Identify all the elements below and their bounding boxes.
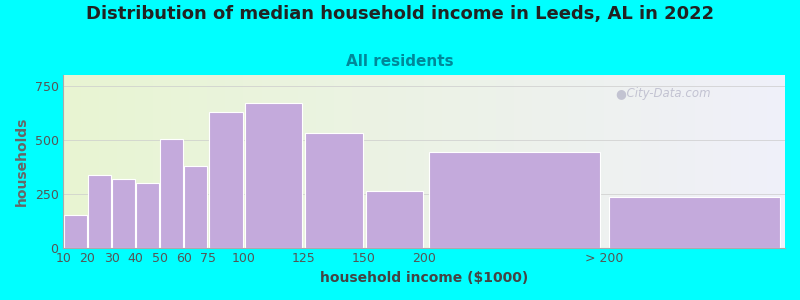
Bar <box>112 178 135 248</box>
Text: All residents: All residents <box>346 54 454 69</box>
Y-axis label: households: households <box>15 117 29 206</box>
Bar <box>160 139 183 247</box>
Bar <box>209 112 243 247</box>
Bar <box>306 133 362 247</box>
Text: City-Data.com: City-Data.com <box>619 87 710 100</box>
Text: ●: ● <box>615 87 626 100</box>
Bar <box>136 183 159 248</box>
Bar <box>184 166 207 248</box>
Bar <box>366 191 422 248</box>
Text: Distribution of median household income in Leeds, AL in 2022: Distribution of median household income … <box>86 4 714 22</box>
Bar <box>429 152 600 248</box>
Bar <box>609 197 781 248</box>
X-axis label: household income ($1000): household income ($1000) <box>320 271 528 285</box>
Bar <box>246 103 302 247</box>
Bar <box>88 175 111 248</box>
Bar <box>64 215 87 248</box>
